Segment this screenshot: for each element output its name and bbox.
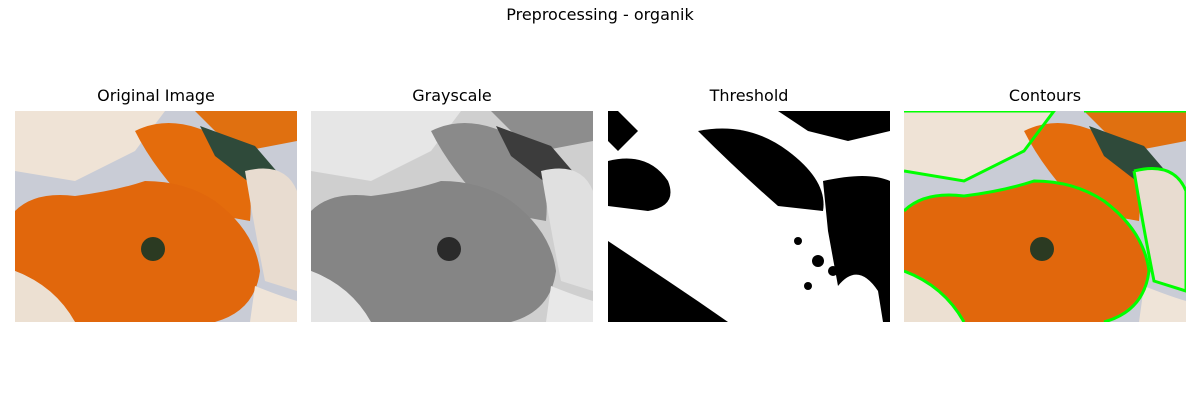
threshold-image <box>608 111 890 322</box>
panel-original: Original Image <box>15 86 297 322</box>
figure-title: Preprocessing - organik <box>506 5 694 24</box>
panel-title-contours: Contours <box>1008 86 1082 105</box>
panel-contours: Contours <box>904 86 1186 322</box>
panel-title-grayscale: Grayscale <box>412 86 492 105</box>
panel-title-threshold: Threshold <box>709 86 789 105</box>
panel-threshold: Threshold <box>608 86 890 322</box>
original-image <box>15 111 297 322</box>
contours-image <box>904 111 1186 322</box>
panel-title-original: Original Image <box>97 86 215 105</box>
panel-grayscale: Grayscale <box>311 86 593 322</box>
grayscale-image <box>311 111 593 322</box>
